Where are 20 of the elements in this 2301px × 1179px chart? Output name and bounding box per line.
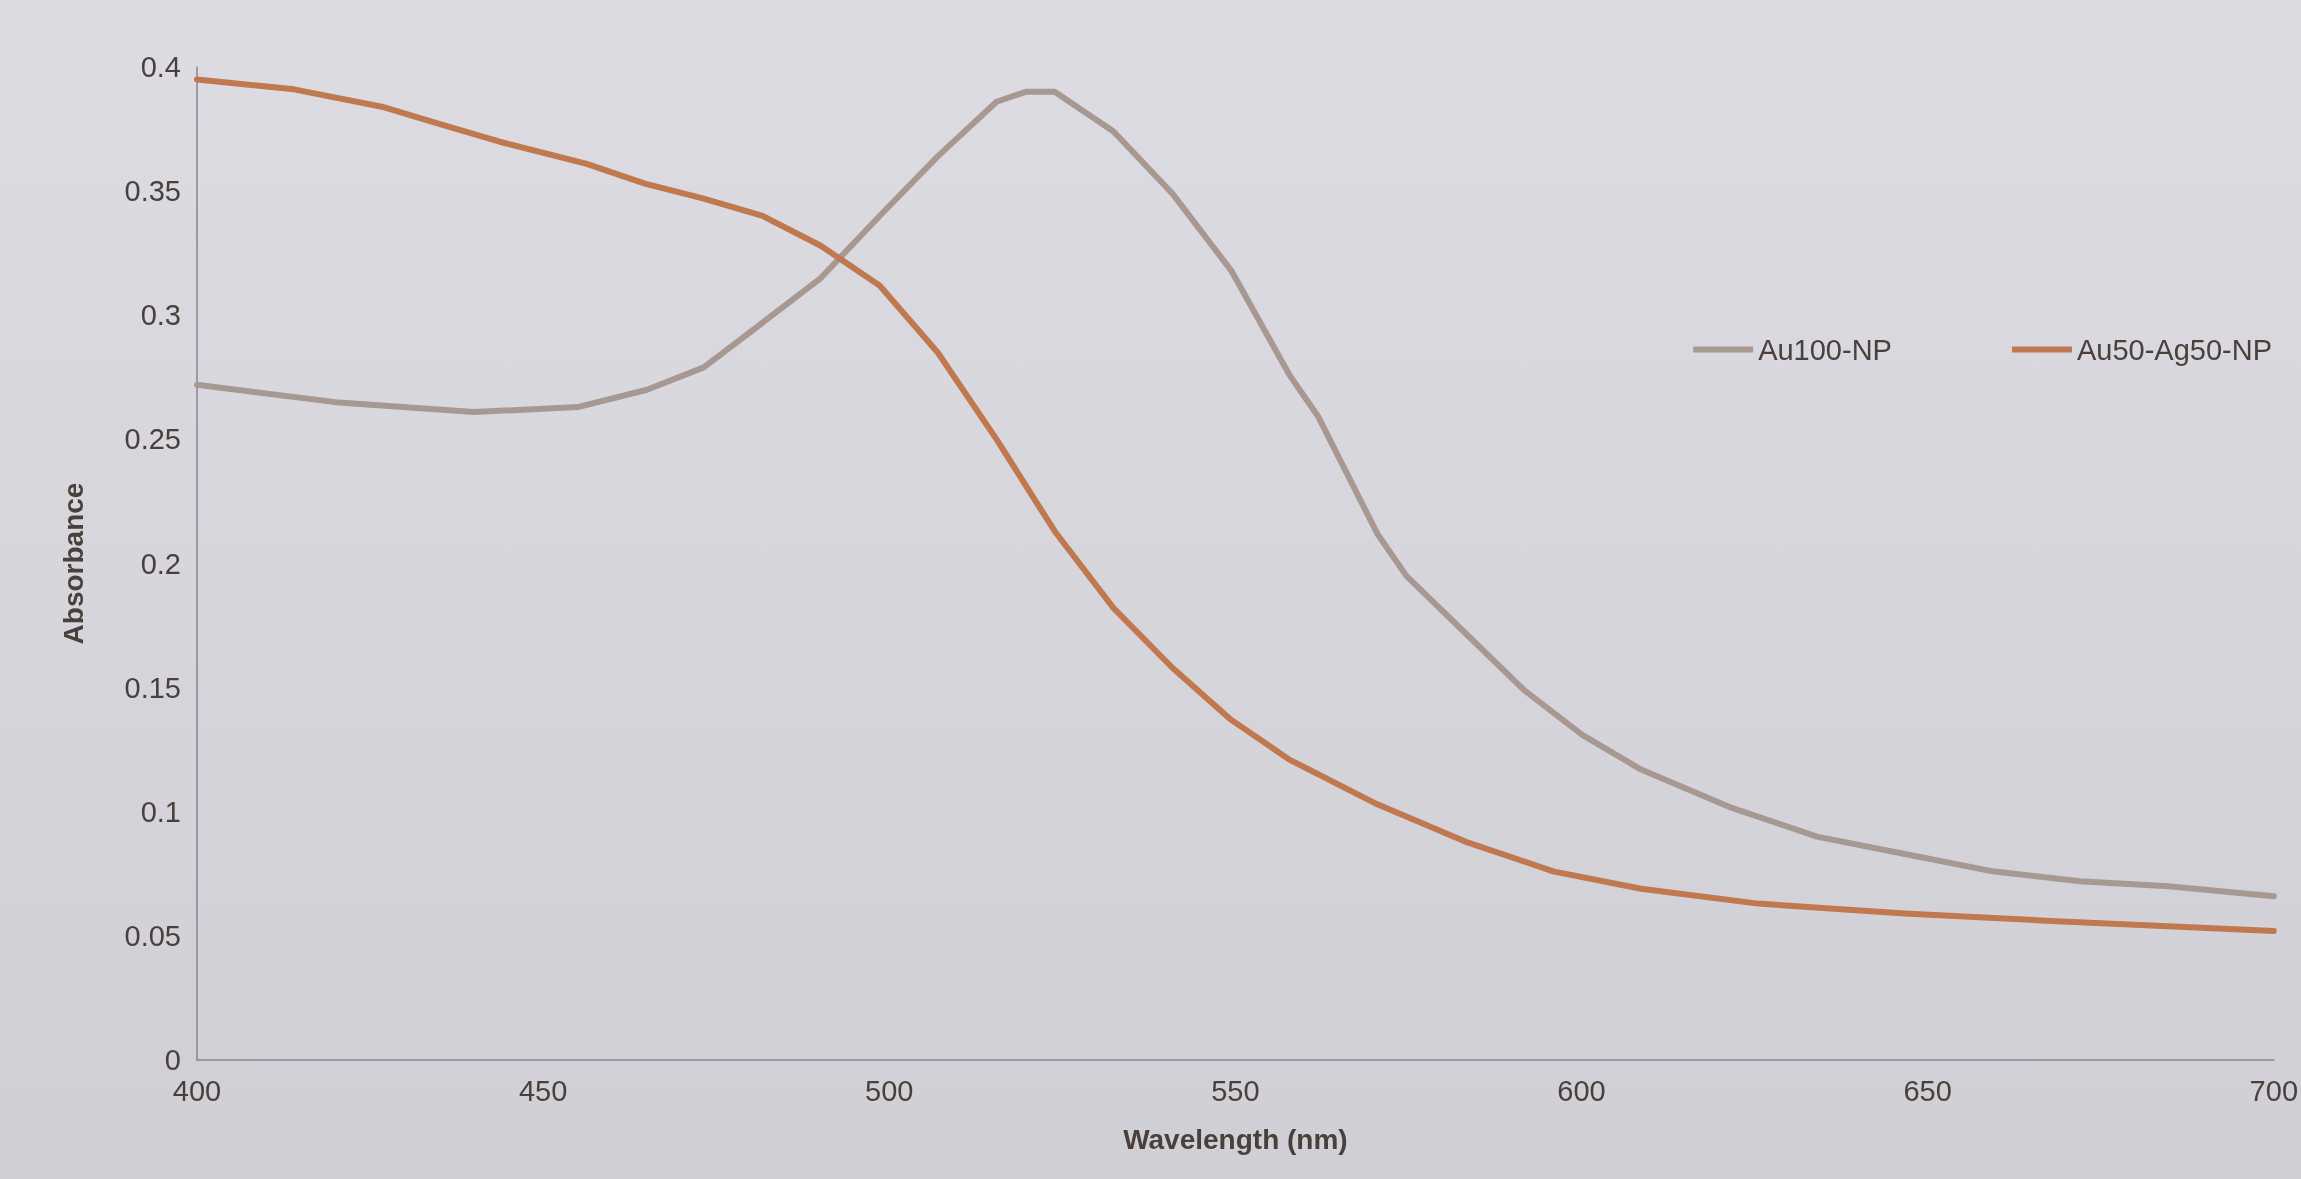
y-tick-label: 0.2	[140, 547, 181, 580]
legend-label: Au100-NP	[1758, 333, 1892, 366]
x-tick-label: 500	[865, 1074, 914, 1107]
y-tick-label: 0.3	[140, 299, 181, 332]
legend-label: Au50-Ag50-NP	[2076, 333, 2273, 366]
x-tick-label: 700	[2249, 1074, 2298, 1107]
x-tick-label: 400	[172, 1074, 222, 1107]
y-tick-label: 0.25	[124, 423, 181, 456]
y-axis-title: Absorbance	[57, 482, 89, 645]
x-axis-title: Wavelength (nm)	[1123, 1123, 1348, 1155]
x-tick-label: 600	[1557, 1074, 1606, 1107]
y-tick-label: 0.05	[124, 919, 181, 952]
x-tick-label: 550	[1211, 1074, 1260, 1107]
y-tick-label: 0.15	[124, 671, 181, 704]
x-tick-label: 450	[518, 1074, 568, 1107]
y-tick-label: 0.35	[124, 175, 181, 208]
y-tick-label: 0.4	[140, 51, 181, 83]
x-tick-label: 650	[1903, 1074, 1952, 1107]
y-tick-label: 0	[164, 1044, 181, 1076]
y-tick-label: 0.1	[140, 795, 181, 828]
